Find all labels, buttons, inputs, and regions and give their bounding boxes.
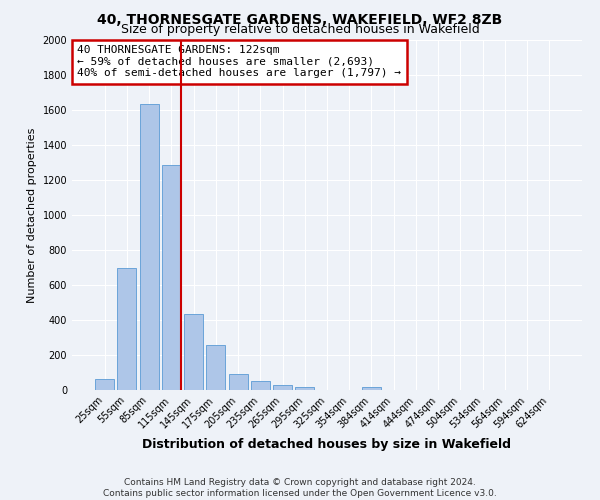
Bar <box>273 385 292 390</box>
Bar <box>162 165 181 390</box>
X-axis label: Distribution of detached houses by size in Wakefield: Distribution of detached houses by size … <box>143 438 511 451</box>
Text: 40 THORNESGATE GARDENS: 122sqm
← 59% of detached houses are smaller (2,693)
40% : 40 THORNESGATE GARDENS: 122sqm ← 59% of … <box>77 46 401 78</box>
Bar <box>184 314 203 390</box>
Bar <box>140 104 158 390</box>
Text: Contains HM Land Registry data © Crown copyright and database right 2024.
Contai: Contains HM Land Registry data © Crown c… <box>103 478 497 498</box>
Bar <box>295 386 314 390</box>
Bar <box>229 374 248 390</box>
Bar <box>95 378 114 390</box>
Bar <box>118 268 136 390</box>
Bar <box>206 346 225 390</box>
Text: 40, THORNESGATE GARDENS, WAKEFIELD, WF2 8ZB: 40, THORNESGATE GARDENS, WAKEFIELD, WF2 … <box>97 12 503 26</box>
Text: Size of property relative to detached houses in Wakefield: Size of property relative to detached ho… <box>121 22 479 36</box>
Y-axis label: Number of detached properties: Number of detached properties <box>27 128 37 302</box>
Bar <box>251 381 270 390</box>
Bar <box>362 388 381 390</box>
